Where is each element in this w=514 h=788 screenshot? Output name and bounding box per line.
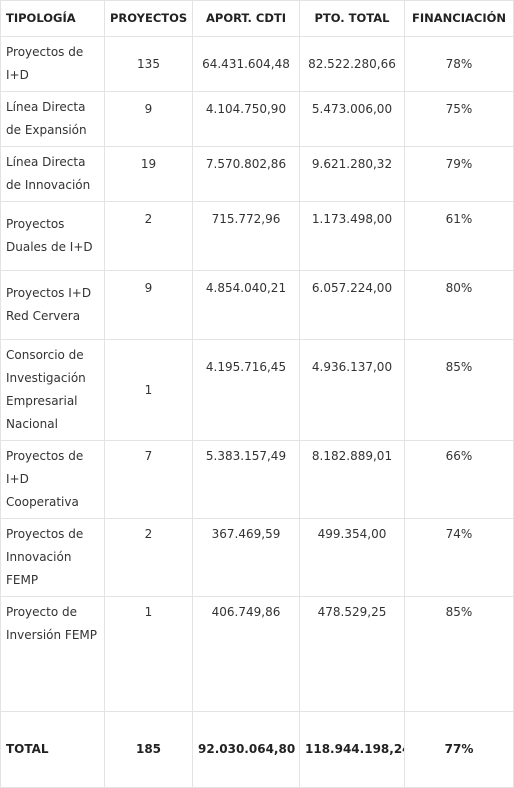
cell-aportacion: 406.749,86	[192, 596, 300, 712]
table-row: Línea Directa de Expansión 9 4.104.750,9…	[0, 91, 514, 147]
cell-presupuesto: 1.173.498,00	[299, 201, 405, 271]
header-proyectos: PROYECTOS	[104, 0, 193, 37]
cell-financiacion: 80%	[404, 270, 514, 340]
header-tipologia: TIPOLOGÍA	[0, 0, 105, 37]
cell-tipologia: Proyecto de Inversión FEMP	[0, 596, 105, 712]
cell-presupuesto: 478.529,25	[299, 596, 405, 712]
cell-proyectos: 135	[104, 36, 193, 92]
table-total-row: TOTAL 185 92.030.064,80 118.944.198,24 7…	[0, 711, 514, 788]
cell-proyectos: 2	[104, 201, 193, 271]
cell-aportacion: 4.854.040,21	[192, 270, 300, 340]
cell-aportacion: 4.104.750,90	[192, 91, 300, 147]
cell-proyectos: 1	[104, 596, 193, 712]
cell-financiacion: 66%	[404, 440, 514, 519]
cell-proyectos: 1	[104, 339, 193, 441]
total-presupuesto: 118.944.198,24	[299, 711, 405, 788]
cell-presupuesto: 8.182.889,01	[299, 440, 405, 519]
cell-presupuesto: 6.057.224,00	[299, 270, 405, 340]
table-row: Proyectos de I+D Cooperativa 7 5.383.157…	[0, 440, 514, 519]
cell-aportacion: 7.570.802,86	[192, 146, 300, 202]
cell-proyectos: 19	[104, 146, 193, 202]
cell-aportacion: 4.195.716,45	[192, 339, 300, 441]
cell-proyectos: 2	[104, 518, 193, 597]
cell-proyectos: 9	[104, 91, 193, 147]
cell-tipologia: Proyectos de I+D Cooperativa	[0, 440, 105, 519]
cell-presupuesto: 4.936.137,00	[299, 339, 405, 441]
table-row: Proyecto de Inversión FEMP 1 406.749,86 …	[0, 596, 514, 712]
total-financiacion: 77%	[404, 711, 514, 788]
table-row: Proyectos Duales de I+D 2 715.772,96 1.1…	[0, 201, 514, 271]
table-row: Consorcio de Investigación Empresarial N…	[0, 339, 514, 441]
table-row: Línea Directa de Innovación 19 7.570.802…	[0, 146, 514, 202]
cell-financiacion: 85%	[404, 339, 514, 441]
total-aportacion: 92.030.064,80	[192, 711, 300, 788]
table-row: Proyectos de Innovación FEMP 2 367.469,5…	[0, 518, 514, 597]
table-header-row: TIPOLOGÍA PROYECTOS APORT. CDTI PTO. TOT…	[0, 0, 514, 37]
cell-proyectos: 9	[104, 270, 193, 340]
cell-tipologia: Proyectos Duales de I+D	[0, 201, 105, 271]
cell-financiacion: 75%	[404, 91, 514, 147]
cell-financiacion: 85%	[404, 596, 514, 712]
cell-presupuesto: 82.522.280,66	[299, 36, 405, 92]
cell-tipologia: Proyectos de Innovación FEMP	[0, 518, 105, 597]
cell-financiacion: 74%	[404, 518, 514, 597]
header-financiacion: FINANCIACIÓN	[404, 0, 514, 37]
cell-proyectos: 7	[104, 440, 193, 519]
cell-financiacion: 78%	[404, 36, 514, 92]
header-aportacion: APORT. CDTI	[192, 0, 300, 37]
cell-financiacion: 61%	[404, 201, 514, 271]
total-proyectos: 185	[104, 711, 193, 788]
cell-aportacion: 5.383.157,49	[192, 440, 300, 519]
cell-aportacion: 64.431.604,48	[192, 36, 300, 92]
cell-tipologia: Línea Directa de Innovación	[0, 146, 105, 202]
cell-presupuesto: 9.621.280,32	[299, 146, 405, 202]
table-row: Proyectos de I+D 135 64.431.604,48 82.52…	[0, 36, 514, 92]
cell-tipologia: Consorcio de Investigación Empresarial N…	[0, 339, 105, 441]
cell-tipologia: Proyectos I+D Red Cervera	[0, 270, 105, 340]
cell-tipologia: Proyectos de I+D	[0, 36, 105, 92]
cell-aportacion: 715.772,96	[192, 201, 300, 271]
cell-presupuesto: 5.473.006,00	[299, 91, 405, 147]
header-presupuesto: PTO. TOTAL	[299, 0, 405, 37]
cell-aportacion: 367.469,59	[192, 518, 300, 597]
cell-tipologia: Línea Directa de Expansión	[0, 91, 105, 147]
table-row: Proyectos I+D Red Cervera 9 4.854.040,21…	[0, 270, 514, 340]
total-label: TOTAL	[0, 711, 105, 788]
cell-presupuesto: 499.354,00	[299, 518, 405, 597]
cell-financiacion: 79%	[404, 146, 514, 202]
